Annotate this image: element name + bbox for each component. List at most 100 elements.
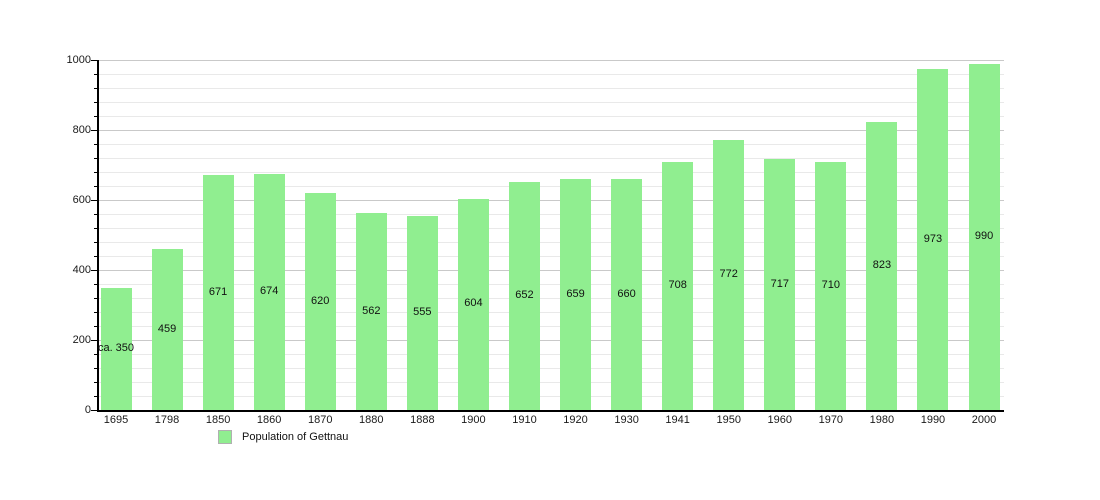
bar-1930 bbox=[611, 179, 643, 410]
x-axis-label-1960: 1960 bbox=[767, 414, 792, 426]
y-axis-minor-tick bbox=[94, 172, 97, 173]
bar-1695 bbox=[100, 287, 132, 410]
y-axis-tick bbox=[91, 410, 97, 411]
bar-value-label: 671 bbox=[208, 285, 228, 298]
bar-1920 bbox=[560, 179, 592, 410]
major-gridline bbox=[99, 130, 1004, 131]
x-axis-label-1941: 1941 bbox=[665, 414, 690, 426]
bar-1798 bbox=[151, 249, 183, 410]
y-axis-minor-tick bbox=[94, 116, 97, 117]
x-axis-label-1798: 1798 bbox=[154, 414, 180, 426]
y-axis-minor-tick bbox=[94, 284, 97, 285]
minor-gridline bbox=[99, 186, 1004, 187]
minor-gridline bbox=[99, 284, 1004, 285]
major-gridline bbox=[99, 270, 1004, 271]
x-axis-label-1695: 1695 bbox=[103, 414, 129, 426]
x-axis-label-1900: 1900 bbox=[461, 414, 486, 426]
bar-value-label: 710 bbox=[821, 278, 840, 291]
y-axis-minor-tick bbox=[94, 186, 97, 187]
bar-value-label: 604 bbox=[464, 297, 483, 310]
x-axis-label-1970: 1970 bbox=[818, 414, 844, 426]
minor-gridline bbox=[99, 214, 1004, 215]
minor-gridline bbox=[99, 144, 1004, 145]
bar-1910 bbox=[508, 181, 540, 410]
y-axis-minor-tick bbox=[94, 88, 97, 89]
y-axis-label: 600 bbox=[72, 194, 91, 206]
bar-1850 bbox=[202, 175, 234, 410]
y-axis-minor-tick bbox=[94, 144, 97, 145]
x-axis-label-1980: 1980 bbox=[869, 414, 895, 426]
legend-label: Population of Gettnau bbox=[242, 431, 349, 443]
bar-1990 bbox=[917, 69, 949, 410]
minor-gridline bbox=[99, 158, 1004, 159]
x-axis-label-1850: 1850 bbox=[205, 414, 231, 426]
y-axis-minor-tick bbox=[94, 368, 97, 369]
y-axis-label: 1000 bbox=[66, 54, 91, 66]
bar-value-label: 659 bbox=[566, 287, 585, 300]
bar-1960 bbox=[764, 159, 796, 410]
y-axis-label: 800 bbox=[72, 124, 91, 136]
x-axis-label-2000: 2000 bbox=[971, 414, 997, 426]
bar-value-label: 660 bbox=[617, 287, 636, 300]
y-axis-minor-tick bbox=[94, 382, 97, 383]
bar-1888 bbox=[406, 215, 438, 410]
bar-2000 bbox=[968, 63, 1000, 410]
minor-gridline bbox=[99, 88, 1004, 89]
bar-1980 bbox=[866, 121, 898, 410]
minor-gridline bbox=[99, 312, 1004, 313]
bar-value-label: 973 bbox=[923, 232, 943, 245]
bar-value-label: 652 bbox=[515, 288, 534, 301]
y-axis-label: 400 bbox=[72, 264, 91, 276]
y-axis-minor-tick bbox=[94, 242, 97, 243]
legend-color-swatch bbox=[218, 430, 232, 444]
minor-gridline bbox=[99, 354, 1004, 355]
minor-gridline bbox=[99, 242, 1004, 243]
bar-1900 bbox=[457, 198, 489, 410]
bar-value-label: ca. 350 bbox=[97, 341, 135, 354]
y-axis-tick bbox=[91, 60, 97, 61]
bar-value-label: 562 bbox=[362, 304, 381, 317]
x-axis-label-1910: 1910 bbox=[512, 414, 537, 426]
x-axis-label-1860: 1860 bbox=[256, 414, 282, 426]
y-axis-minor-tick bbox=[94, 158, 97, 159]
major-gridline bbox=[99, 340, 1004, 341]
minor-gridline bbox=[99, 228, 1004, 229]
minor-gridline bbox=[99, 74, 1004, 75]
bar-1941 bbox=[662, 162, 694, 410]
bar-value-label: 555 bbox=[413, 305, 432, 318]
bar-1970 bbox=[815, 161, 847, 410]
minor-gridline bbox=[99, 396, 1004, 397]
minor-gridline bbox=[99, 172, 1004, 173]
y-axis-minor-tick bbox=[94, 214, 97, 215]
y-axis-minor-tick bbox=[94, 326, 97, 327]
major-gridline bbox=[99, 200, 1004, 201]
x-axis-label-1870: 1870 bbox=[307, 414, 333, 426]
plot-area: 0 200 400 600 800 1000 ca. 350 1695 459 1798 671 18… bbox=[67, 54, 1004, 426]
y-axis-minor-tick bbox=[94, 396, 97, 397]
y-axis-tick bbox=[91, 200, 97, 201]
minor-gridline bbox=[99, 326, 1004, 327]
y-axis-minor-tick bbox=[94, 256, 97, 257]
y-axis-tick bbox=[91, 340, 97, 341]
y-axis-minor-tick bbox=[94, 74, 97, 75]
x-axis-label-1920: 1920 bbox=[563, 414, 588, 426]
x-axis-label-1930: 1930 bbox=[614, 414, 639, 426]
y-axis-tick bbox=[91, 130, 97, 131]
bar-1870 bbox=[304, 193, 336, 410]
bar-value-label: 620 bbox=[311, 294, 330, 307]
x-axis-label-1880: 1880 bbox=[359, 414, 384, 426]
y-axis-minor-tick bbox=[94, 102, 97, 103]
bar-value-label: 459 bbox=[157, 322, 177, 335]
bar-1950 bbox=[713, 139, 745, 410]
y-axis-tick bbox=[91, 270, 97, 271]
y-axis-minor-tick bbox=[94, 312, 97, 313]
bar-value-label: 674 bbox=[259, 285, 279, 298]
bar-value-label: 990 bbox=[974, 229, 994, 242]
bar-value-label: 823 bbox=[872, 258, 892, 271]
minor-gridline bbox=[99, 382, 1004, 383]
major-gridline bbox=[99, 60, 1004, 61]
x-axis-label-1950: 1950 bbox=[716, 414, 741, 426]
bar-value-label: 772 bbox=[719, 267, 738, 280]
minor-gridline bbox=[99, 102, 1004, 103]
